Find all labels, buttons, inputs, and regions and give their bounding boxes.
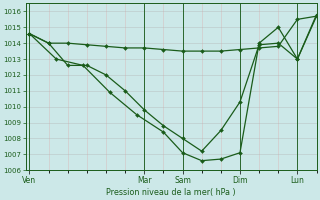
X-axis label: Pression niveau de la mer( hPa ): Pression niveau de la mer( hPa ) [106, 188, 236, 197]
